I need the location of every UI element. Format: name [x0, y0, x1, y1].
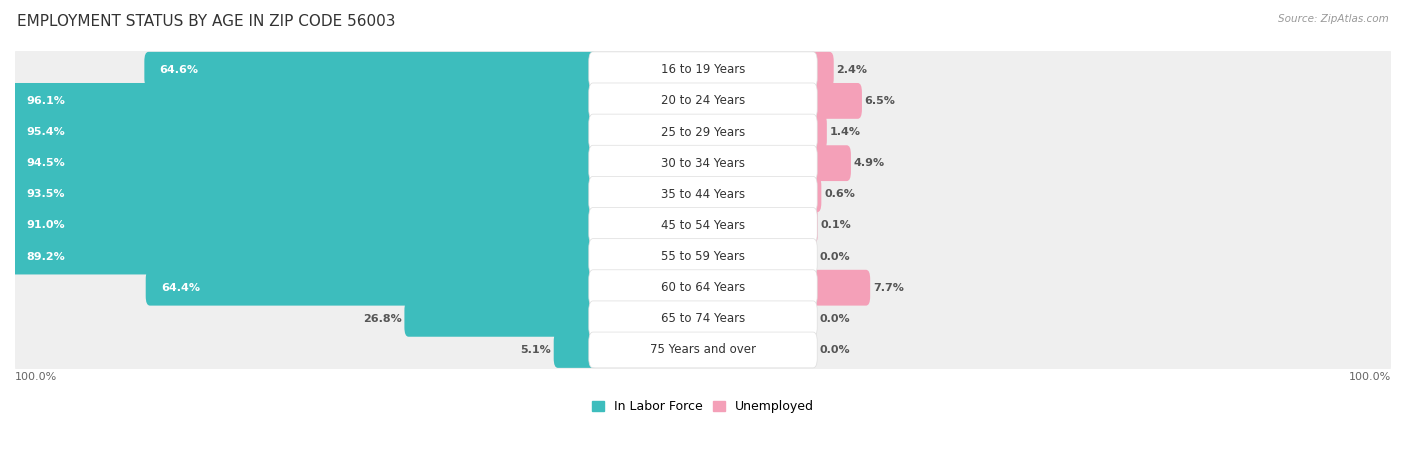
- Text: 55 to 59 Years: 55 to 59 Years: [661, 250, 745, 263]
- FancyBboxPatch shape: [808, 52, 834, 87]
- FancyBboxPatch shape: [554, 332, 598, 368]
- FancyBboxPatch shape: [15, 201, 1391, 250]
- Text: 93.5%: 93.5%: [25, 189, 65, 199]
- FancyBboxPatch shape: [808, 114, 827, 150]
- Text: 65 to 74 Years: 65 to 74 Years: [661, 313, 745, 325]
- Text: 25 to 29 Years: 25 to 29 Years: [661, 125, 745, 138]
- Text: 2.4%: 2.4%: [837, 65, 868, 75]
- FancyBboxPatch shape: [11, 114, 598, 150]
- Legend: In Labor Force, Unemployed: In Labor Force, Unemployed: [592, 400, 814, 413]
- FancyBboxPatch shape: [808, 145, 851, 181]
- FancyBboxPatch shape: [15, 170, 1391, 219]
- FancyBboxPatch shape: [15, 325, 1391, 375]
- Text: 0.1%: 0.1%: [821, 221, 852, 230]
- FancyBboxPatch shape: [589, 207, 817, 244]
- Text: 75 Years and over: 75 Years and over: [650, 344, 756, 356]
- Text: 95.4%: 95.4%: [25, 127, 65, 137]
- Text: 0.0%: 0.0%: [820, 252, 851, 262]
- Text: 0.6%: 0.6%: [824, 189, 855, 199]
- Text: 20 to 24 Years: 20 to 24 Years: [661, 94, 745, 107]
- Text: 4.9%: 4.9%: [853, 158, 884, 168]
- FancyBboxPatch shape: [808, 207, 818, 244]
- Text: 100.0%: 100.0%: [15, 373, 58, 382]
- Text: 26.8%: 26.8%: [363, 314, 402, 324]
- Text: 16 to 19 Years: 16 to 19 Years: [661, 63, 745, 76]
- FancyBboxPatch shape: [589, 332, 817, 368]
- Text: 0.0%: 0.0%: [820, 345, 851, 355]
- Text: 64.6%: 64.6%: [159, 65, 198, 75]
- Text: 100.0%: 100.0%: [1348, 373, 1391, 382]
- FancyBboxPatch shape: [589, 52, 817, 87]
- FancyBboxPatch shape: [15, 45, 1391, 95]
- FancyBboxPatch shape: [589, 176, 817, 212]
- Text: Source: ZipAtlas.com: Source: ZipAtlas.com: [1278, 14, 1389, 23]
- FancyBboxPatch shape: [11, 83, 598, 119]
- FancyBboxPatch shape: [15, 107, 1391, 157]
- Text: 6.5%: 6.5%: [865, 96, 896, 106]
- FancyBboxPatch shape: [15, 76, 1391, 126]
- FancyBboxPatch shape: [589, 145, 817, 181]
- FancyBboxPatch shape: [589, 270, 817, 306]
- FancyBboxPatch shape: [11, 239, 598, 275]
- FancyBboxPatch shape: [589, 239, 817, 275]
- FancyBboxPatch shape: [808, 176, 821, 212]
- FancyBboxPatch shape: [589, 301, 817, 337]
- Text: 94.5%: 94.5%: [25, 158, 65, 168]
- Text: 0.0%: 0.0%: [820, 314, 851, 324]
- FancyBboxPatch shape: [11, 207, 598, 244]
- Text: 64.4%: 64.4%: [160, 283, 200, 293]
- Text: 96.1%: 96.1%: [25, 96, 65, 106]
- FancyBboxPatch shape: [146, 270, 598, 306]
- Text: 89.2%: 89.2%: [25, 252, 65, 262]
- FancyBboxPatch shape: [15, 294, 1391, 344]
- FancyBboxPatch shape: [808, 270, 870, 306]
- Text: 5.1%: 5.1%: [520, 345, 551, 355]
- FancyBboxPatch shape: [15, 138, 1391, 188]
- FancyBboxPatch shape: [15, 232, 1391, 281]
- FancyBboxPatch shape: [11, 145, 598, 181]
- FancyBboxPatch shape: [405, 301, 598, 337]
- Text: 1.4%: 1.4%: [830, 127, 860, 137]
- FancyBboxPatch shape: [15, 263, 1391, 313]
- Text: 91.0%: 91.0%: [25, 221, 65, 230]
- FancyBboxPatch shape: [145, 52, 598, 87]
- FancyBboxPatch shape: [589, 83, 817, 119]
- Text: 7.7%: 7.7%: [873, 283, 904, 293]
- Text: 35 to 44 Years: 35 to 44 Years: [661, 188, 745, 201]
- FancyBboxPatch shape: [11, 176, 598, 212]
- FancyBboxPatch shape: [808, 83, 862, 119]
- Text: 30 to 34 Years: 30 to 34 Years: [661, 156, 745, 170]
- Text: 60 to 64 Years: 60 to 64 Years: [661, 281, 745, 294]
- Text: EMPLOYMENT STATUS BY AGE IN ZIP CODE 56003: EMPLOYMENT STATUS BY AGE IN ZIP CODE 560…: [17, 14, 395, 28]
- Text: 45 to 54 Years: 45 to 54 Years: [661, 219, 745, 232]
- FancyBboxPatch shape: [589, 114, 817, 150]
